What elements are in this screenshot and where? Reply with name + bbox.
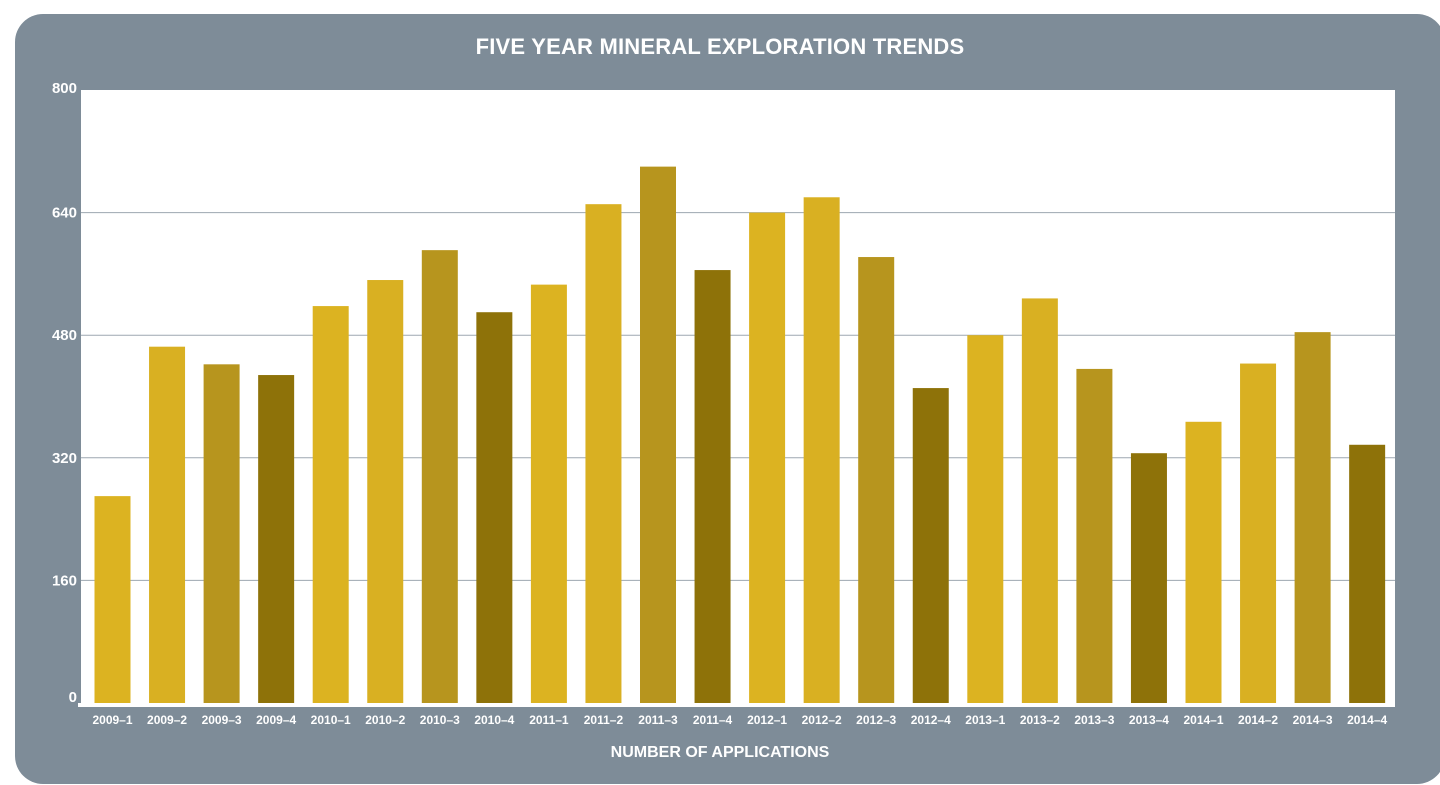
bar [258, 375, 295, 703]
x-tick-label: 2010–4 [474, 713, 514, 727]
x-axis-baseline [78, 703, 1395, 707]
x-tick-label: 2014–3 [1293, 713, 1333, 727]
bar [1240, 363, 1277, 703]
bar [967, 335, 1004, 703]
x-tick-label: 2009–2 [147, 713, 187, 727]
bar [749, 212, 786, 703]
y-tick-label: 640 [52, 205, 77, 222]
x-tick-label: 2011–3 [638, 713, 678, 727]
x-axis-label: NUMBER OF APPLICATIONS [610, 744, 830, 761]
x-tick-label: 2011–4 [693, 713, 733, 727]
bar [1349, 444, 1386, 703]
x-tick-label: 2014–2 [1238, 713, 1278, 727]
x-tick-label: 2013–3 [1074, 713, 1114, 727]
bar [1185, 421, 1222, 703]
bar [1021, 298, 1058, 703]
x-tick-label: 2012–2 [802, 713, 842, 727]
x-tick-label: 2013–1 [965, 713, 1005, 727]
bar [640, 166, 676, 703]
x-tick-label: 2012–3 [856, 713, 896, 727]
bar [530, 284, 567, 703]
x-tick-label: 2010–2 [365, 713, 405, 727]
plot-area [81, 90, 1395, 707]
x-tick-label: 2009–3 [202, 713, 242, 727]
x-tick-label: 2010–1 [311, 713, 351, 727]
x-tick-label: 2014–1 [1183, 713, 1223, 727]
bar [149, 346, 186, 703]
y-tick-label: 320 [52, 450, 77, 467]
gridlines [81, 212, 1395, 581]
bar [94, 496, 131, 703]
bar [1076, 368, 1113, 703]
bar [585, 204, 622, 703]
bar [203, 364, 240, 703]
x-tick-label: 2009–4 [256, 713, 296, 727]
x-tick-label: 2014–4 [1347, 713, 1387, 727]
x-tick-label: 2013–4 [1129, 713, 1169, 727]
bar [1294, 332, 1331, 703]
bar [858, 257, 895, 703]
x-axis-ticks: 2009–1 2009–2 2009–3 2009–4 2010–1 2010–2 2010… [92, 713, 1387, 727]
bar [1130, 453, 1167, 703]
y-axis-ticks: 800 640 480 320 160 0 [52, 80, 77, 706]
bar [912, 388, 949, 703]
y-tick-label: 0 [69, 689, 77, 706]
x-tick-label: 2010–3 [420, 713, 460, 727]
y-tick-label: 800 [52, 80, 77, 97]
bar [803, 197, 840, 703]
x-tick-label: 2009–1 [92, 713, 132, 727]
y-tick-label: 160 [52, 572, 77, 589]
bar [421, 250, 458, 704]
bars [78, 166, 1395, 707]
chart-title: FIVE YEAR MINERAL EXPLORATION TRENDS [475, 34, 965, 59]
bar [367, 280, 404, 703]
x-tick-label: 2011–2 [584, 713, 624, 727]
y-tick-label: 480 [52, 327, 77, 344]
bar [312, 306, 349, 703]
bar [694, 270, 731, 703]
x-tick-label: 2012–4 [911, 713, 951, 727]
x-tick-label: 2011–1 [529, 713, 569, 727]
x-tick-label: 2013–2 [1020, 713, 1060, 727]
bar [476, 312, 513, 703]
x-tick-label: 2012–1 [747, 713, 787, 727]
